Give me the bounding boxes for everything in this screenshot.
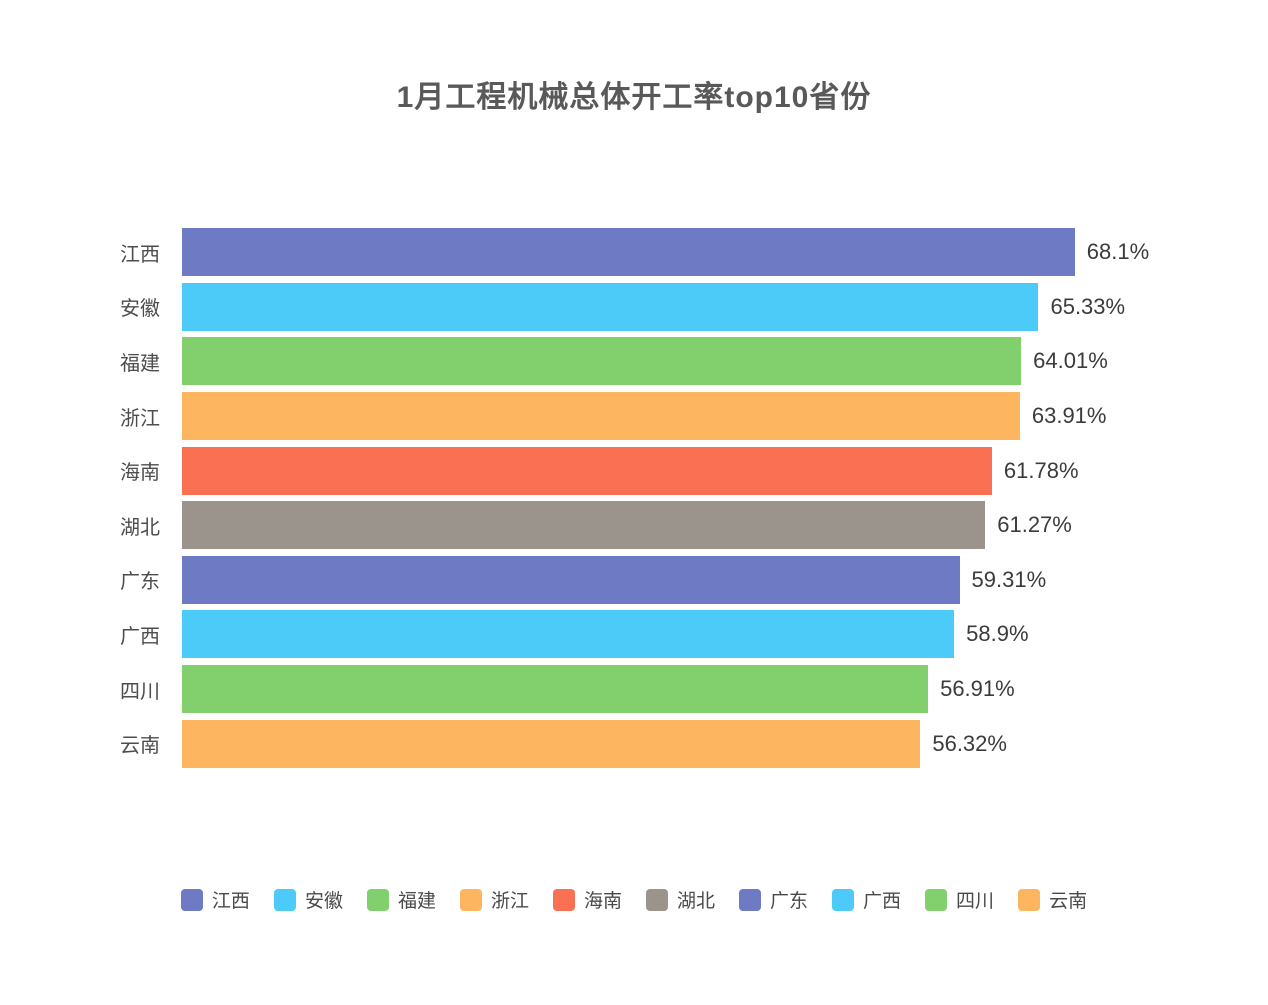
legend-color-marker-icon xyxy=(459,888,482,911)
bar-value-label: 61.27% xyxy=(997,512,1072,538)
category-axis-label: 广西 xyxy=(120,625,160,648)
legend-item[interactable]: 四川 xyxy=(925,886,994,913)
legend-item-label: 浙江 xyxy=(490,891,529,912)
category-axis-label: 浙江 xyxy=(120,407,160,430)
legend-color-marker-icon xyxy=(552,888,575,911)
legend: 江西 安徽 福建 浙江 海南 湖北 广东 广西 四川 云南 xyxy=(0,886,1268,913)
chart-title: 1月工程机械总体开工率top10省份 xyxy=(396,81,872,114)
bar[interactable] xyxy=(182,555,960,604)
bar-value-label: 63.91% xyxy=(1031,403,1107,429)
category-axis-label: 广东 xyxy=(120,571,160,594)
category-axis-label: 云南 xyxy=(120,735,160,758)
bar-row: 云南 56.32% xyxy=(0,716,1268,771)
legend-item-label: 安徽 xyxy=(304,891,343,912)
bar-row: 广东 59.31% xyxy=(0,553,1268,608)
bar-value-label: 61.78% xyxy=(1003,457,1079,483)
legend-item[interactable]: 福建 xyxy=(366,886,436,913)
legend-color-marker-icon xyxy=(1018,888,1041,911)
legend-color-marker-icon xyxy=(832,888,855,911)
legend-color-marker-icon xyxy=(180,888,203,911)
bar-value-label: 56.91% xyxy=(940,676,1015,702)
bar-track: 59.31% xyxy=(182,555,1268,604)
bar-value-label: 65.33% xyxy=(1050,293,1126,319)
bar-track: 68.1% xyxy=(182,228,1268,277)
bar-value-label: 68.1% xyxy=(1086,239,1150,265)
bar-track: 56.91% xyxy=(182,665,1268,714)
bar-value-label: 56.32% xyxy=(932,730,1007,756)
legend-item[interactable]: 云南 xyxy=(1018,886,1087,913)
legend-item[interactable]: 湖北 xyxy=(646,886,715,913)
legend-item-label: 广西 xyxy=(863,891,902,912)
legend-item[interactable]: 广东 xyxy=(739,886,808,913)
bar-row: 浙江 63.91% xyxy=(0,389,1268,444)
bar-row: 江西 68.1% xyxy=(0,225,1268,280)
bar-value-label: 64.01% xyxy=(1033,348,1108,374)
legend-color-marker-icon xyxy=(273,888,296,911)
category-axis-label: 四川 xyxy=(120,680,160,703)
legend-item-label: 云南 xyxy=(1049,891,1088,912)
category-axis-label: 江西 xyxy=(120,243,160,266)
bar[interactable] xyxy=(182,337,1022,386)
legend-color-marker-icon xyxy=(925,888,948,911)
bar-row: 广西 58.9% xyxy=(0,607,1268,662)
legend-color-marker-icon xyxy=(739,888,762,911)
legend-item[interactable]: 安徽 xyxy=(273,886,343,913)
bar[interactable] xyxy=(182,719,921,768)
legend-item-label: 湖北 xyxy=(677,891,716,912)
bar[interactable] xyxy=(182,228,1075,277)
bar-row: 海南 61.78% xyxy=(0,443,1268,498)
bar[interactable] xyxy=(182,392,1020,441)
category-axis-label: 海南 xyxy=(120,462,160,485)
legend-item-label: 广东 xyxy=(770,891,809,912)
legend-color-marker-icon xyxy=(366,888,389,911)
bar-track: 63.91% xyxy=(182,392,1268,441)
legend-color-marker-icon xyxy=(646,888,668,911)
bar-track: 64.01% xyxy=(182,337,1268,386)
legend-item-label: 四川 xyxy=(956,891,995,912)
legend-item[interactable]: 江西 xyxy=(180,886,250,913)
bar[interactable] xyxy=(182,665,929,714)
bar-track: 61.27% xyxy=(182,501,1268,550)
category-axis-label: 安徽 xyxy=(120,298,160,321)
bar[interactable] xyxy=(182,501,986,550)
bar-track: 61.78% xyxy=(182,446,1268,495)
bar[interactable] xyxy=(182,282,1039,331)
legend-item[interactable]: 浙江 xyxy=(459,886,529,913)
bar-track: 65.33% xyxy=(182,282,1268,331)
legend-item[interactable]: 海南 xyxy=(552,886,622,913)
bar[interactable] xyxy=(182,610,955,659)
category-axis-label: 福建 xyxy=(120,352,160,375)
bar-row: 湖北 61.27% xyxy=(0,498,1268,553)
bar-plot-area: 江西 68.1% 安徽 65.33% 福建 64.01% 浙江 63.91% 海… xyxy=(0,225,1268,771)
bar-track: 58.9% xyxy=(182,610,1268,659)
legend-item-label: 福建 xyxy=(397,891,436,912)
legend-item-label: 海南 xyxy=(583,891,622,912)
bar-row: 四川 56.91% xyxy=(0,662,1268,717)
bar[interactable] xyxy=(182,446,992,495)
bar-row: 福建 64.01% xyxy=(0,334,1268,389)
bar-value-label: 59.31% xyxy=(971,566,1047,592)
bar-row: 安徽 65.33% xyxy=(0,280,1268,335)
legend-item-label: 江西 xyxy=(211,891,250,912)
bar-value-label: 58.9% xyxy=(966,621,1029,647)
legend-item[interactable]: 广西 xyxy=(832,886,901,913)
category-axis-label: 湖北 xyxy=(120,516,160,539)
bar-track: 56.32% xyxy=(182,719,1268,768)
